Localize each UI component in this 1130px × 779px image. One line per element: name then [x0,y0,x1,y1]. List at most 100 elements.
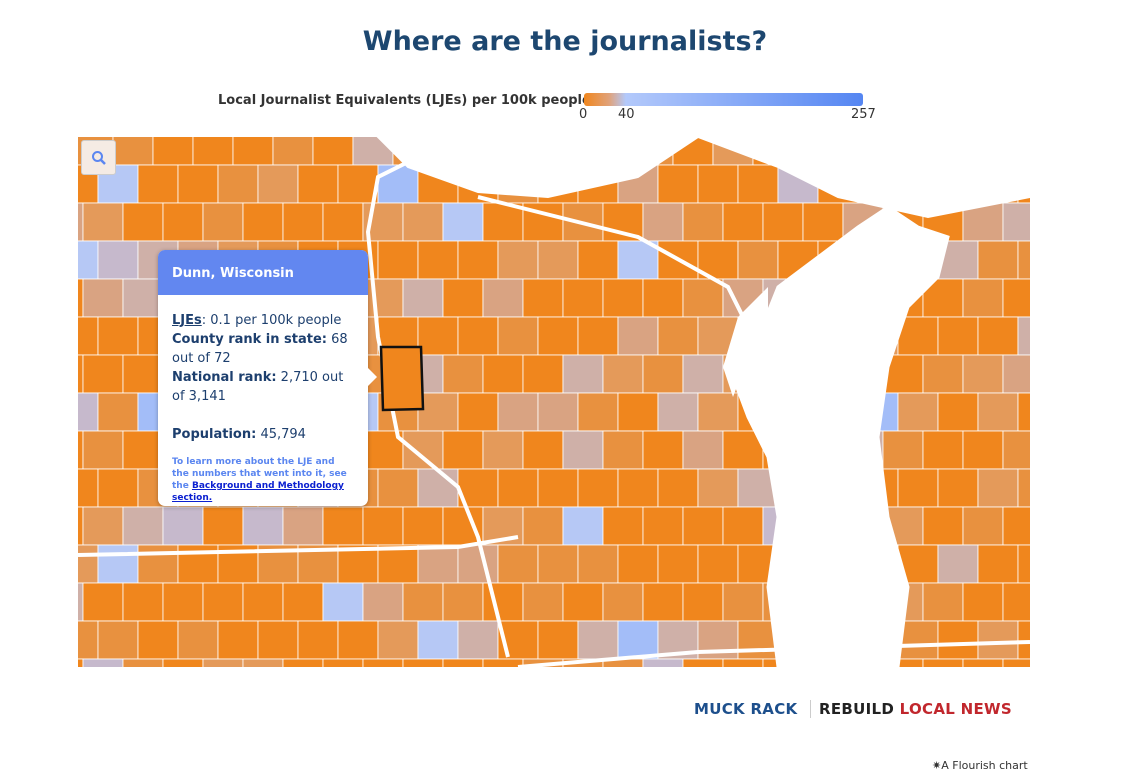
county[interactable] [202,658,244,667]
county[interactable] [232,137,274,166]
county[interactable] [122,202,164,242]
county[interactable] [337,620,379,660]
county[interactable] [697,164,739,204]
county[interactable] [522,430,564,470]
county[interactable] [617,316,659,356]
county[interactable] [322,582,364,622]
county[interactable] [602,430,644,470]
county[interactable] [1017,544,1030,584]
county[interactable] [122,658,164,667]
flourish-credit[interactable]: ✷A Flourish chart [932,759,1028,772]
county[interactable] [122,354,164,394]
county[interactable] [482,430,524,470]
county[interactable] [522,354,564,394]
county[interactable] [642,278,684,318]
county[interactable] [417,620,459,660]
county[interactable] [577,620,619,660]
county[interactable] [162,582,204,622]
county[interactable] [962,658,1004,667]
county[interactable] [722,582,764,622]
county[interactable] [97,620,139,660]
county[interactable] [97,316,139,356]
county[interactable] [82,202,124,242]
county[interactable] [137,620,179,660]
county[interactable] [78,658,84,667]
county[interactable] [977,468,1019,508]
county[interactable] [122,582,164,622]
county[interactable] [537,620,579,660]
county[interactable] [1017,240,1030,280]
county[interactable] [802,202,844,242]
county[interactable] [122,430,164,470]
ljes-label[interactable]: LJEs [172,313,202,328]
county[interactable] [122,506,164,546]
county[interactable] [562,278,604,318]
county[interactable] [78,354,84,394]
county[interactable] [577,392,619,432]
county[interactable] [457,620,499,660]
county[interactable] [377,620,419,660]
county[interactable] [617,392,659,432]
county[interactable] [192,137,234,166]
county[interactable] [402,278,444,318]
county[interactable] [937,544,979,584]
county[interactable] [1017,468,1030,508]
county[interactable] [497,316,539,356]
county[interactable] [722,202,764,242]
county[interactable] [402,658,444,667]
county[interactable] [402,506,444,546]
county[interactable] [682,506,724,546]
county[interactable] [282,582,324,622]
county[interactable] [922,658,964,667]
county[interactable] [682,278,724,318]
county[interactable] [78,240,99,280]
county[interactable] [377,164,419,204]
county[interactable] [697,544,739,584]
county[interactable] [177,164,219,204]
county[interactable] [1002,202,1030,242]
county[interactable] [402,582,444,622]
county[interactable] [402,430,444,470]
county[interactable] [697,468,739,508]
county[interactable] [497,544,539,584]
county[interactable] [922,506,964,546]
county[interactable] [682,354,724,394]
county[interactable] [577,544,619,584]
methodology-link[interactable]: Background and Methodology section. [172,481,344,503]
county[interactable] [1017,316,1030,356]
county[interactable] [162,658,204,667]
county[interactable] [137,164,179,204]
county[interactable] [82,582,124,622]
county[interactable] [617,620,659,660]
county[interactable] [522,506,564,546]
county[interactable] [417,468,459,508]
zoom-button[interactable] [81,140,116,175]
county[interactable] [97,544,139,584]
county[interactable] [657,468,699,508]
county[interactable] [537,468,579,508]
county[interactable] [78,392,99,432]
county[interactable] [242,202,284,242]
county[interactable] [457,392,499,432]
county[interactable] [922,430,964,470]
county[interactable] [897,468,939,508]
county[interactable] [577,240,619,280]
county[interactable] [82,278,124,318]
county[interactable] [602,506,644,546]
county-map[interactable] [78,137,1030,667]
county[interactable] [537,240,579,280]
county[interactable] [577,316,619,356]
county[interactable] [1017,392,1030,432]
county[interactable] [442,506,484,546]
county[interactable] [962,582,1004,622]
county[interactable] [362,278,404,318]
county[interactable] [922,354,964,394]
county[interactable] [78,278,84,318]
county[interactable] [1002,354,1030,394]
county[interactable] [617,468,659,508]
county[interactable] [642,202,684,242]
county[interactable] [1002,658,1030,667]
county[interactable] [882,658,924,667]
county[interactable] [97,468,139,508]
county[interactable] [562,582,604,622]
